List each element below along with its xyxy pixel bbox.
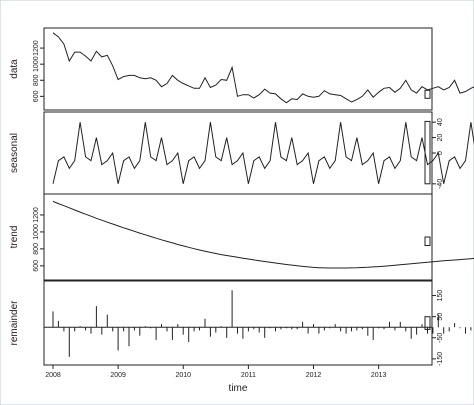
panel-remainder: remainder -150 -50 50 150: [9, 280, 472, 366]
x-tick-label: 2013: [371, 372, 387, 379]
panel-remainder-axis: -150 -50 50 150: [432, 290, 444, 366]
panel-trend-frame: [43, 193, 433, 281]
trend-range-bar: [424, 236, 431, 246]
x-tick-label: 2008: [45, 372, 61, 379]
panel-seasonal-axis: -40 0 20 40: [432, 118, 444, 189]
panel-seasonal-range: [424, 120, 431, 185]
remainder-y-tick-label: 150: [437, 290, 444, 302]
panel-remainder-range: [424, 316, 431, 330]
x-tick-label: 2010: [175, 372, 191, 379]
data-y-tick-label: 1200: [33, 40, 40, 56]
seasonal-series-line: [52, 122, 474, 184]
panel-remainder-label: remainder: [9, 300, 20, 346]
panel-trend-series: [52, 200, 474, 269]
panel-trend-label: trend: [9, 226, 20, 249]
trend-y-tick-label: 1200: [33, 207, 40, 223]
panel-remainder-frame: [43, 280, 433, 366]
x-tick-label: 2012: [306, 372, 322, 379]
remainder-range-bar: [424, 316, 431, 330]
trend-y-tick-label: 600: [33, 260, 40, 272]
x-axis: 2008 2009 2010 2011 2012 2013: [45, 365, 387, 379]
panel-data-frame: [43, 27, 433, 111]
seasonal-range-bar: [424, 120, 431, 185]
panel-remainder-series: [44, 290, 472, 357]
data-y-tick-label: 1000: [33, 56, 40, 72]
x-tick-label: 2009: [110, 372, 126, 379]
panel-seasonal-series: [52, 122, 474, 184]
trend-y-tick-label: 800: [33, 243, 40, 255]
panel-data-range: [424, 89, 431, 99]
panel-seasonal: seasonal -40 0 20 40: [9, 111, 474, 195]
seasonal-y-tick-label: 40: [437, 118, 444, 126]
panel-trend-range: [424, 236, 431, 246]
data-y-tick-label: 600: [33, 90, 40, 102]
trend-y-tick-label: 1000: [33, 224, 40, 240]
remainder-y-tick-label: -50: [437, 333, 444, 343]
data-y-tick-label: 800: [33, 74, 40, 86]
seasonal-y-tick-label: 0: [437, 151, 444, 155]
seasonal-y-tick-label: -40: [437, 179, 444, 189]
remainder-y-tick-label: -150: [437, 352, 444, 366]
panel-seasonal-label: seasonal: [9, 133, 20, 173]
x-axis-title: time: [229, 383, 248, 394]
panel-data-label: data: [9, 59, 20, 79]
x-tick-label: 2011: [241, 372, 256, 379]
data-series-line: [52, 32, 474, 104]
panel-data-series: [52, 32, 474, 104]
seasonal-y-tick-label: 20: [437, 134, 444, 142]
data-range-bar: [424, 89, 431, 99]
remainder-y-tick-label: 50: [437, 313, 444, 321]
trend-series-line: [52, 200, 474, 269]
